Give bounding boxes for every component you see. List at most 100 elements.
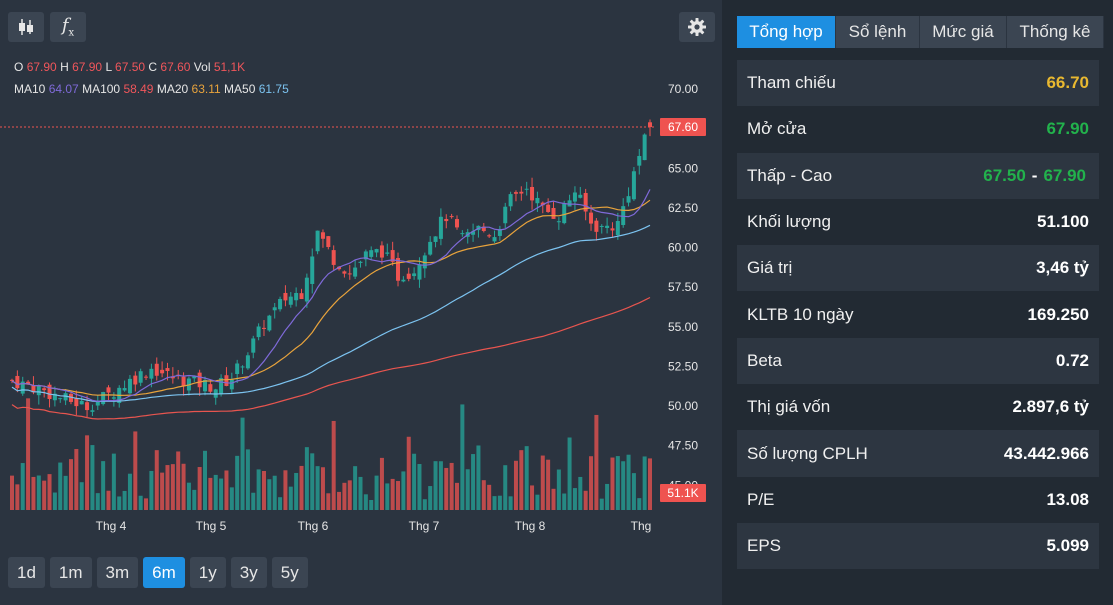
candle-body [433, 236, 438, 242]
volume-bar [299, 465, 304, 510]
tab-3[interactable]: Thống kê [1007, 16, 1104, 48]
candle-body [31, 385, 36, 393]
stat-label: Thấp - Cao [747, 165, 833, 185]
period-button-1d[interactable]: 1d [8, 557, 45, 588]
volume-bar [353, 466, 358, 510]
volume-bar [385, 483, 390, 510]
candle-body [385, 252, 390, 254]
volume-bar [10, 475, 14, 510]
volume-bar [621, 461, 626, 510]
candle-body [428, 241, 433, 255]
period-button-3y[interactable]: 3y [230, 557, 267, 588]
candle-body [245, 355, 250, 369]
candle-body [111, 397, 116, 399]
period-button-3m[interactable]: 3m [96, 557, 139, 588]
candle-body [497, 228, 502, 236]
candle-body [181, 376, 186, 387]
volume-bar [610, 457, 615, 510]
volume-bar [197, 467, 202, 510]
tab-1[interactable]: Sổ lệnh [836, 16, 920, 48]
volume-bar [578, 476, 583, 510]
candle-body [224, 375, 229, 386]
volume-bar [154, 450, 159, 510]
stat-label: Mở cửa [747, 119, 807, 139]
candle-body [363, 251, 368, 260]
volume-bar [390, 478, 395, 510]
volume-bar [310, 453, 315, 510]
tab-0[interactable]: Tổng hợp [737, 16, 836, 48]
stat-row: EPS 5.099 [737, 522, 1099, 570]
x-tick-label: Thg 5 [196, 519, 227, 533]
candle-body [235, 363, 240, 375]
volume-bar [642, 456, 647, 510]
candle-body [417, 264, 422, 280]
candle-body [412, 273, 417, 277]
volume-bar [401, 471, 406, 510]
last-volume-label: 51.1K [667, 486, 698, 500]
candle-body [551, 207, 556, 219]
y-tick-label: 62.50 [668, 201, 698, 215]
candle-body [530, 187, 535, 201]
candle-body [240, 366, 245, 368]
tab-bar: Tổng hợp Sổ lệnh Mức giá Thống kê [737, 16, 1104, 48]
volume-bar [422, 499, 427, 510]
volume-bar [219, 478, 224, 510]
candle-body [615, 220, 620, 236]
candle-body [85, 402, 90, 411]
stat-label: Beta [747, 350, 782, 370]
candle-body [471, 231, 476, 235]
candle-body [460, 233, 465, 235]
indicator-button[interactable]: fx [50, 12, 86, 42]
volume-bar [540, 455, 545, 510]
volume-bar [294, 472, 299, 510]
candle-body [648, 122, 652, 128]
candle-body [449, 216, 454, 218]
candle-body [481, 226, 486, 232]
period-button-1m[interactable]: 1m [49, 557, 92, 588]
volume-bar [149, 470, 154, 510]
candle-body [36, 386, 41, 396]
chart-type-button[interactable] [8, 12, 44, 42]
volume-bar [556, 469, 561, 510]
volume-bar [648, 458, 652, 510]
candle-body [304, 277, 309, 302]
candle-body [149, 368, 154, 379]
volume-bar [117, 496, 122, 510]
candle-body [535, 197, 540, 204]
volume-bar [492, 496, 497, 510]
candle-body [10, 379, 14, 381]
period-button-6m[interactable]: 6m [143, 557, 185, 588]
candle-body [524, 188, 529, 190]
candle-body [492, 237, 497, 242]
period-button-1y[interactable]: 1y [189, 557, 226, 588]
candle-body [513, 192, 518, 194]
tab-2[interactable]: Mức giá [920, 16, 1007, 48]
candle-body [208, 384, 213, 392]
candle-body [68, 393, 73, 402]
volume-bar [224, 470, 229, 510]
stat-label: KLTB 10 ngày [747, 304, 854, 324]
candle-body [288, 296, 293, 305]
candlestick-icon [19, 19, 33, 35]
volume-bar [213, 474, 218, 510]
candle-body [379, 245, 384, 258]
y-tick-label: 70.00 [668, 82, 698, 96]
candle-body [203, 379, 208, 392]
stat-label: Khối lượng [747, 212, 831, 232]
volume-bar [106, 490, 111, 510]
y-tick-label: 52.50 [668, 359, 698, 373]
stat-value: 169.250 [1027, 304, 1089, 324]
volume-bar [535, 494, 540, 510]
price-chart[interactable]: 70.00 65.00 62.50 60.00 57.50 55.00 52.50 50.00… [0, 0, 722, 545]
period-button-5y[interactable]: 5y [271, 557, 308, 588]
candle-body [256, 326, 261, 338]
settings-button[interactable] [679, 12, 715, 42]
volume-bar [144, 498, 149, 510]
period-selector: 1d 1m 3m 6m 1y 3y 5y [8, 557, 308, 588]
candle-body [101, 392, 106, 405]
candle-body [154, 363, 159, 376]
stat-value: 67.90 [1046, 119, 1089, 139]
candle-body [438, 216, 443, 239]
volume-bar [240, 417, 245, 510]
stat-value: 5.099 [1046, 536, 1089, 556]
